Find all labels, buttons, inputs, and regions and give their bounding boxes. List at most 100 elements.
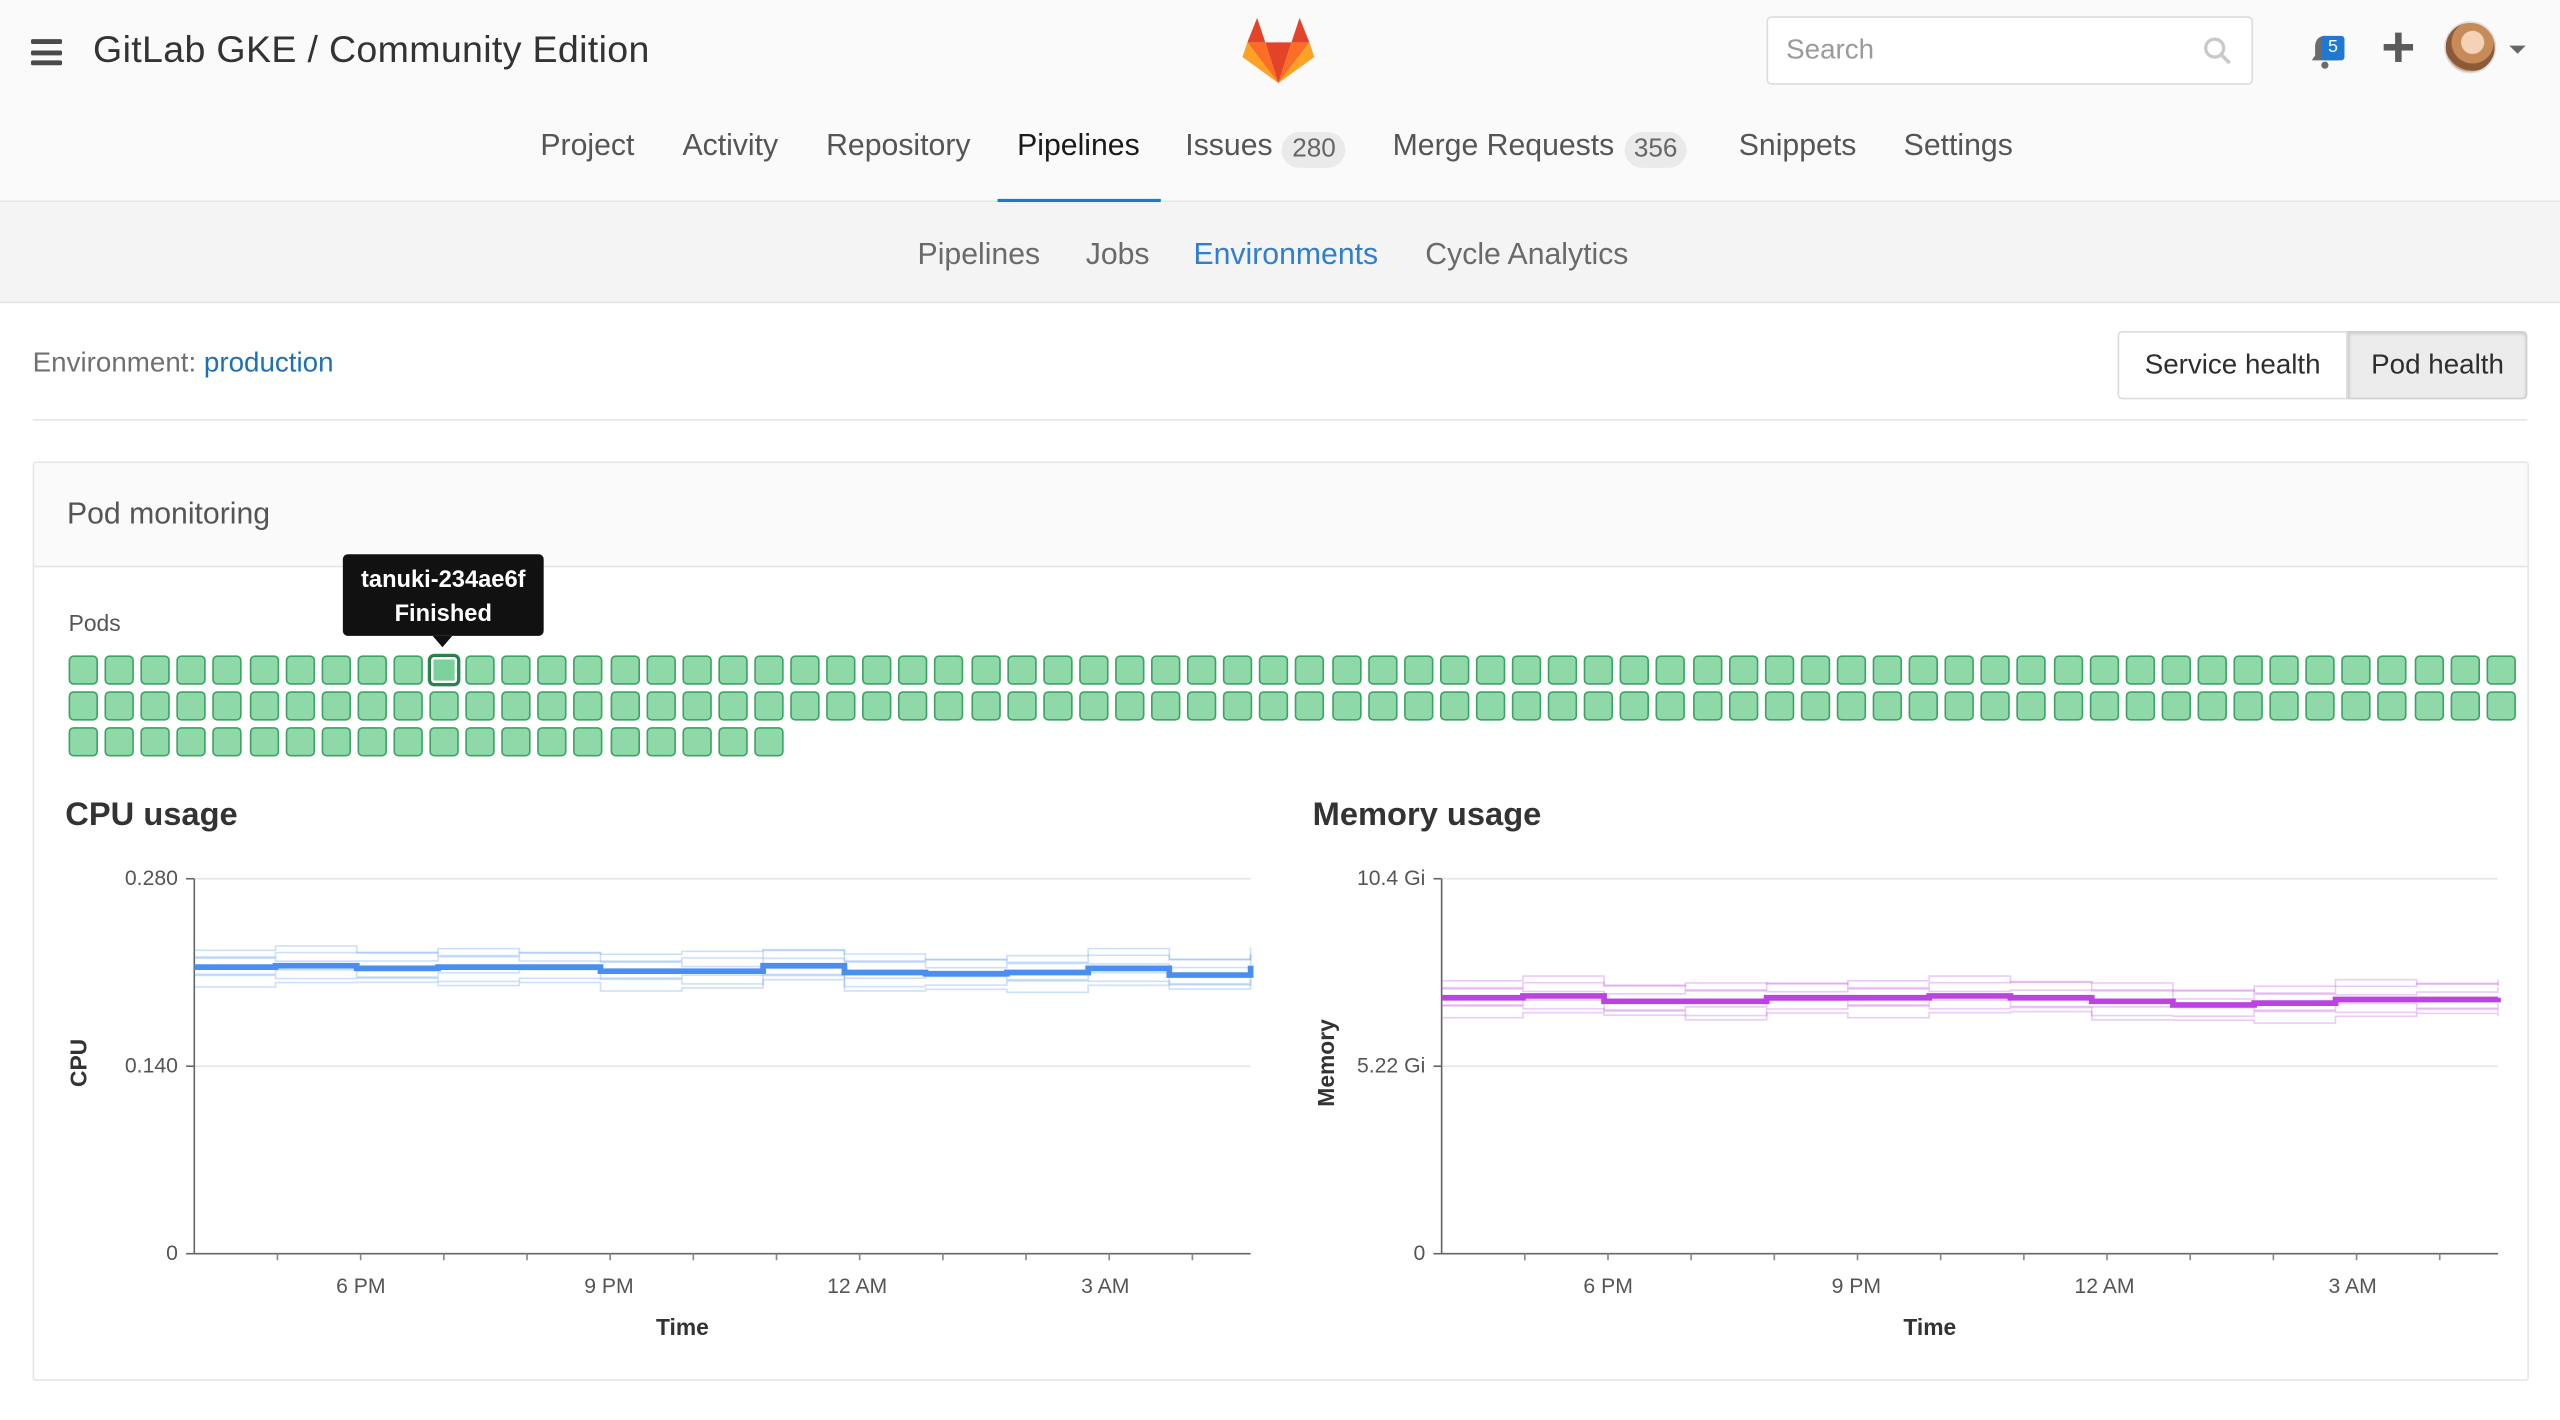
pod-status-cell[interactable]	[2233, 691, 2263, 721]
pod-status-cell[interactable]	[1475, 691, 1506, 721]
project-title[interactable]: GitLab GKE / Community Edition	[93, 27, 650, 71]
pod-status-cell[interactable]	[645, 727, 676, 757]
pod-status-cell[interactable]	[501, 727, 531, 757]
pod-status-cell[interactable]	[1764, 691, 1794, 721]
pod-status-cell[interactable]	[2016, 691, 2047, 721]
pod-status-cell[interactable]	[537, 691, 568, 721]
pod-status-cell[interactable]	[681, 655, 712, 685]
pod-status-cell[interactable]	[1872, 691, 1903, 721]
plus-icon[interactable]	[2382, 31, 2415, 64]
pod-status-cell[interactable]	[1475, 655, 1506, 685]
pod-status-cell[interactable]	[2449, 655, 2480, 685]
pod-status-cell[interactable]	[68, 655, 98, 685]
pod-status-cell[interactable]	[537, 727, 568, 757]
pod-status-cell[interactable]	[1620, 691, 1650, 721]
pod-status-cell[interactable]	[1836, 691, 1866, 721]
pod-status-cell[interactable]	[1511, 655, 1542, 685]
pod-status-cell[interactable]	[1944, 691, 1975, 721]
pod-status-cell[interactable]	[1872, 655, 1903, 685]
pod-status-cell[interactable]	[248, 655, 279, 685]
pod-status-cell[interactable]	[248, 691, 279, 721]
chevron-down-icon[interactable]	[2509, 45, 2526, 54]
pod-status-cell[interactable]	[140, 655, 171, 685]
pod-status-cell[interactable]	[1656, 691, 1686, 721]
pod-status-cell[interactable]	[1078, 691, 1109, 721]
pod-status-cell[interactable]	[1836, 655, 1866, 685]
pod-status-cell[interactable]	[501, 691, 531, 721]
pod-status-cell[interactable]	[754, 691, 784, 721]
pod-status-cell[interactable]	[1151, 691, 1181, 721]
pod-status-cell[interactable]	[681, 727, 712, 757]
pod-status-cell[interactable]	[2161, 691, 2191, 721]
pod-status-cell[interactable]	[68, 727, 98, 757]
pod-status-cell[interactable]	[501, 655, 531, 685]
pod-status-cell[interactable]	[754, 727, 784, 757]
pod-status-cell[interactable]	[104, 655, 135, 685]
pod-status-cell[interactable]	[609, 691, 640, 721]
pod-status-cell[interactable]	[465, 655, 495, 685]
pod-status-cell[interactable]	[140, 727, 171, 757]
pod-status-cell[interactable]	[2125, 655, 2155, 685]
pod-status-cell[interactable]	[393, 691, 423, 721]
subtab-pipelines[interactable]: Pipelines	[917, 236, 1041, 271]
pod-status-cell[interactable]	[1692, 691, 1722, 721]
pod-status-cell[interactable]	[1980, 691, 2011, 721]
pod-status-cell[interactable]	[465, 727, 495, 757]
hamburger-menu-icon[interactable]	[31, 39, 63, 66]
pod-status-cell[interactable]	[393, 727, 423, 757]
pod-status-cell[interactable]	[1114, 655, 1145, 685]
pod-status-cell[interactable]	[826, 691, 856, 721]
pod-status-cell[interactable]	[970, 691, 1000, 721]
pod-status-cell[interactable]	[1223, 655, 1253, 685]
pod-status-cell[interactable]	[1367, 691, 1397, 721]
pod-status-cell[interactable]	[1331, 691, 1361, 721]
pod-status-cell[interactable]	[1583, 691, 1614, 721]
pod-status-cell[interactable]	[1403, 655, 1433, 685]
pod-status-cell[interactable]	[212, 691, 243, 721]
pod-status-cell[interactable]	[321, 691, 351, 721]
pod-status-cell[interactable]	[1800, 691, 1830, 721]
pod-health-button[interactable]: Pod health	[2347, 330, 2528, 400]
pod-status-cell[interactable]	[2413, 691, 2444, 721]
pod-status-cell[interactable]	[790, 655, 820, 685]
pod-status-cell[interactable]	[140, 691, 171, 721]
pod-status-cell[interactable]	[1331, 655, 1361, 685]
pod-status-cell[interactable]	[2341, 655, 2372, 685]
pod-status-cell[interactable]	[1728, 691, 1758, 721]
pod-status-cell[interactable]	[934, 655, 964, 685]
pod-status-cell[interactable]	[2269, 655, 2299, 685]
pod-status-cell[interactable]	[2269, 691, 2299, 721]
pod-status-cell[interactable]	[645, 691, 676, 721]
pod-status-cell[interactable]	[2413, 655, 2444, 685]
pod-status-cell[interactable]	[898, 655, 928, 685]
pod-status-cell[interactable]	[2053, 691, 2083, 721]
pod-status-cell[interactable]	[1295, 691, 1325, 721]
pod-status-cell[interactable]	[68, 691, 98, 721]
pod-status-cell[interactable]	[1259, 655, 1289, 685]
pod-status-cell[interactable]	[1656, 655, 1686, 685]
pod-status-cell[interactable]	[357, 727, 387, 757]
pod-status-cell[interactable]	[248, 727, 279, 757]
pod-status-cell[interactable]	[2341, 691, 2372, 721]
pod-status-cell[interactable]	[176, 727, 207, 757]
tab-repository[interactable]: Repository	[826, 127, 970, 202]
pod-status-cell[interactable]	[429, 655, 459, 685]
pod-status-cell[interactable]	[862, 655, 892, 685]
pod-status-cell[interactable]	[357, 655, 387, 685]
pod-status-cell[interactable]	[1728, 655, 1758, 685]
pod-status-cell[interactable]	[2161, 655, 2191, 685]
pod-status-cell[interactable]	[718, 727, 748, 757]
pod-status-cell[interactable]	[104, 727, 135, 757]
pod-status-cell[interactable]	[2016, 655, 2047, 685]
pod-status-cell[interactable]	[1547, 691, 1578, 721]
pod-status-cell[interactable]	[2305, 655, 2335, 685]
pod-status-cell[interactable]	[393, 655, 423, 685]
pod-status-cell[interactable]	[718, 691, 748, 721]
pod-status-cell[interactable]	[573, 655, 604, 685]
pod-status-cell[interactable]	[2197, 655, 2227, 685]
pod-status-cell[interactable]	[1114, 691, 1145, 721]
pod-status-cell[interactable]	[1223, 691, 1253, 721]
pod-status-cell[interactable]	[1692, 655, 1722, 685]
pod-status-cell[interactable]	[2125, 691, 2155, 721]
pod-status-cell[interactable]	[1187, 655, 1217, 685]
